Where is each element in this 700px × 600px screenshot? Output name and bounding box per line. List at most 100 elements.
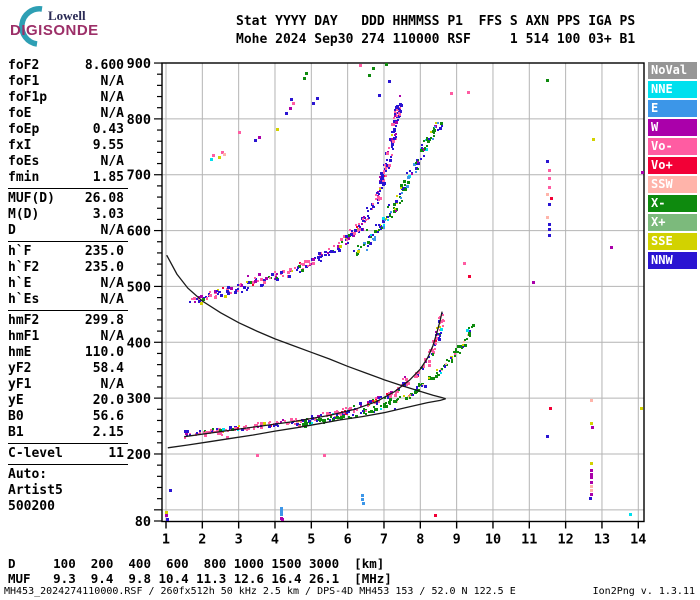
echo-dot xyxy=(276,128,279,131)
echo-dot xyxy=(391,154,393,156)
echo-dot xyxy=(463,341,465,343)
echo-dot xyxy=(532,281,535,284)
echo-dot xyxy=(439,370,441,372)
echo-dot xyxy=(375,408,378,411)
echo-dot xyxy=(393,120,396,123)
echo-dot xyxy=(432,340,435,343)
echo-dot xyxy=(292,102,295,105)
echo-dot xyxy=(212,428,214,430)
echo-dot xyxy=(349,229,351,231)
echo-dot xyxy=(372,234,374,236)
echo-dot xyxy=(246,289,248,291)
auto-text: Auto: xyxy=(8,467,48,482)
param-label: foF1p xyxy=(8,90,48,105)
echo-dot xyxy=(367,241,370,244)
echo-dot xyxy=(393,137,396,140)
echo-dot xyxy=(406,380,408,382)
echo-dot xyxy=(417,168,419,170)
echo-dot xyxy=(334,411,337,414)
echo-dot xyxy=(379,225,382,228)
echo-dot xyxy=(396,195,398,197)
echo-dot xyxy=(352,414,354,416)
echo-dot xyxy=(385,168,387,170)
echo-dot xyxy=(366,229,368,231)
echo-dot xyxy=(437,333,439,335)
echo-dot xyxy=(237,427,239,429)
x-tick-label: 5 xyxy=(307,532,315,548)
echo-dot xyxy=(198,300,201,303)
echo-dot xyxy=(375,194,377,196)
echo-dot xyxy=(271,273,274,276)
echo-dot xyxy=(282,419,284,421)
echo-dot xyxy=(247,427,250,430)
echo-dot xyxy=(373,406,375,408)
echo-dot xyxy=(432,354,434,356)
echo-dot xyxy=(463,262,466,265)
logo-lowell-text: Lowell xyxy=(48,8,86,23)
echo-dot xyxy=(549,407,552,410)
param-label: D xyxy=(8,223,16,238)
echo-dot xyxy=(387,396,390,399)
echo-dot xyxy=(184,430,187,433)
echo-dot xyxy=(424,148,426,150)
legend-item-Vo: Vo- xyxy=(648,138,697,155)
echo-dot xyxy=(425,148,428,151)
param-label: hmE xyxy=(8,345,32,360)
echo-dot xyxy=(247,275,249,277)
echo-dot xyxy=(302,423,305,426)
echo-dot xyxy=(387,206,389,208)
echo-dot xyxy=(318,252,321,255)
echo-dot xyxy=(317,256,320,259)
echo-dot xyxy=(280,507,283,510)
echo-dot xyxy=(368,236,370,238)
echo-dot xyxy=(371,410,373,412)
legend-item-NNE: NNE xyxy=(648,81,697,98)
echo-dot xyxy=(396,108,399,111)
echo-dot xyxy=(348,234,351,237)
echo-dot xyxy=(189,301,191,303)
echo-dot xyxy=(268,425,271,428)
echo-dot xyxy=(433,135,435,137)
param-value: N/A xyxy=(100,223,124,238)
echo-dot xyxy=(269,277,271,279)
echo-dot xyxy=(404,188,407,191)
echo-dot xyxy=(218,156,221,159)
echo-dot xyxy=(367,401,369,403)
echo-dot xyxy=(327,418,329,420)
echo-dot xyxy=(382,175,384,177)
echo-dot xyxy=(312,262,315,265)
legend-item-NNW: NNW xyxy=(648,252,697,269)
echo-dot xyxy=(336,410,338,412)
echo-dot xyxy=(461,347,463,349)
echo-dot xyxy=(307,265,309,267)
echo-dot xyxy=(280,513,283,516)
echo-dot xyxy=(189,434,191,436)
echo-dot xyxy=(360,228,363,231)
y-tick-label: 500 xyxy=(127,279,151,295)
echo-dot xyxy=(323,454,326,457)
param-value: N/A xyxy=(100,329,124,344)
echo-dot xyxy=(338,249,341,252)
echo-dot xyxy=(388,204,390,206)
echo-dot xyxy=(354,229,357,232)
echo-dot xyxy=(459,352,461,354)
echo-dot xyxy=(237,284,239,286)
echo-dot xyxy=(226,288,229,291)
echo-dot xyxy=(322,412,324,414)
echo-dot xyxy=(404,376,406,378)
echo-dot xyxy=(416,159,418,161)
echo-dot xyxy=(402,382,405,385)
param-label: yE xyxy=(8,393,24,408)
echo-dot xyxy=(405,397,408,400)
x-tick-label: 11 xyxy=(521,532,537,548)
echo-dot xyxy=(280,421,282,423)
echo-dot xyxy=(414,391,417,394)
echo-dot xyxy=(218,291,220,293)
echo-dot xyxy=(298,425,301,428)
legend-item-SSW: SSW xyxy=(648,176,697,193)
echo-dot xyxy=(309,263,311,265)
echo-dot xyxy=(405,383,408,386)
echo-dot xyxy=(254,280,257,283)
echo-dot xyxy=(326,412,329,415)
echo-dot xyxy=(357,245,359,247)
